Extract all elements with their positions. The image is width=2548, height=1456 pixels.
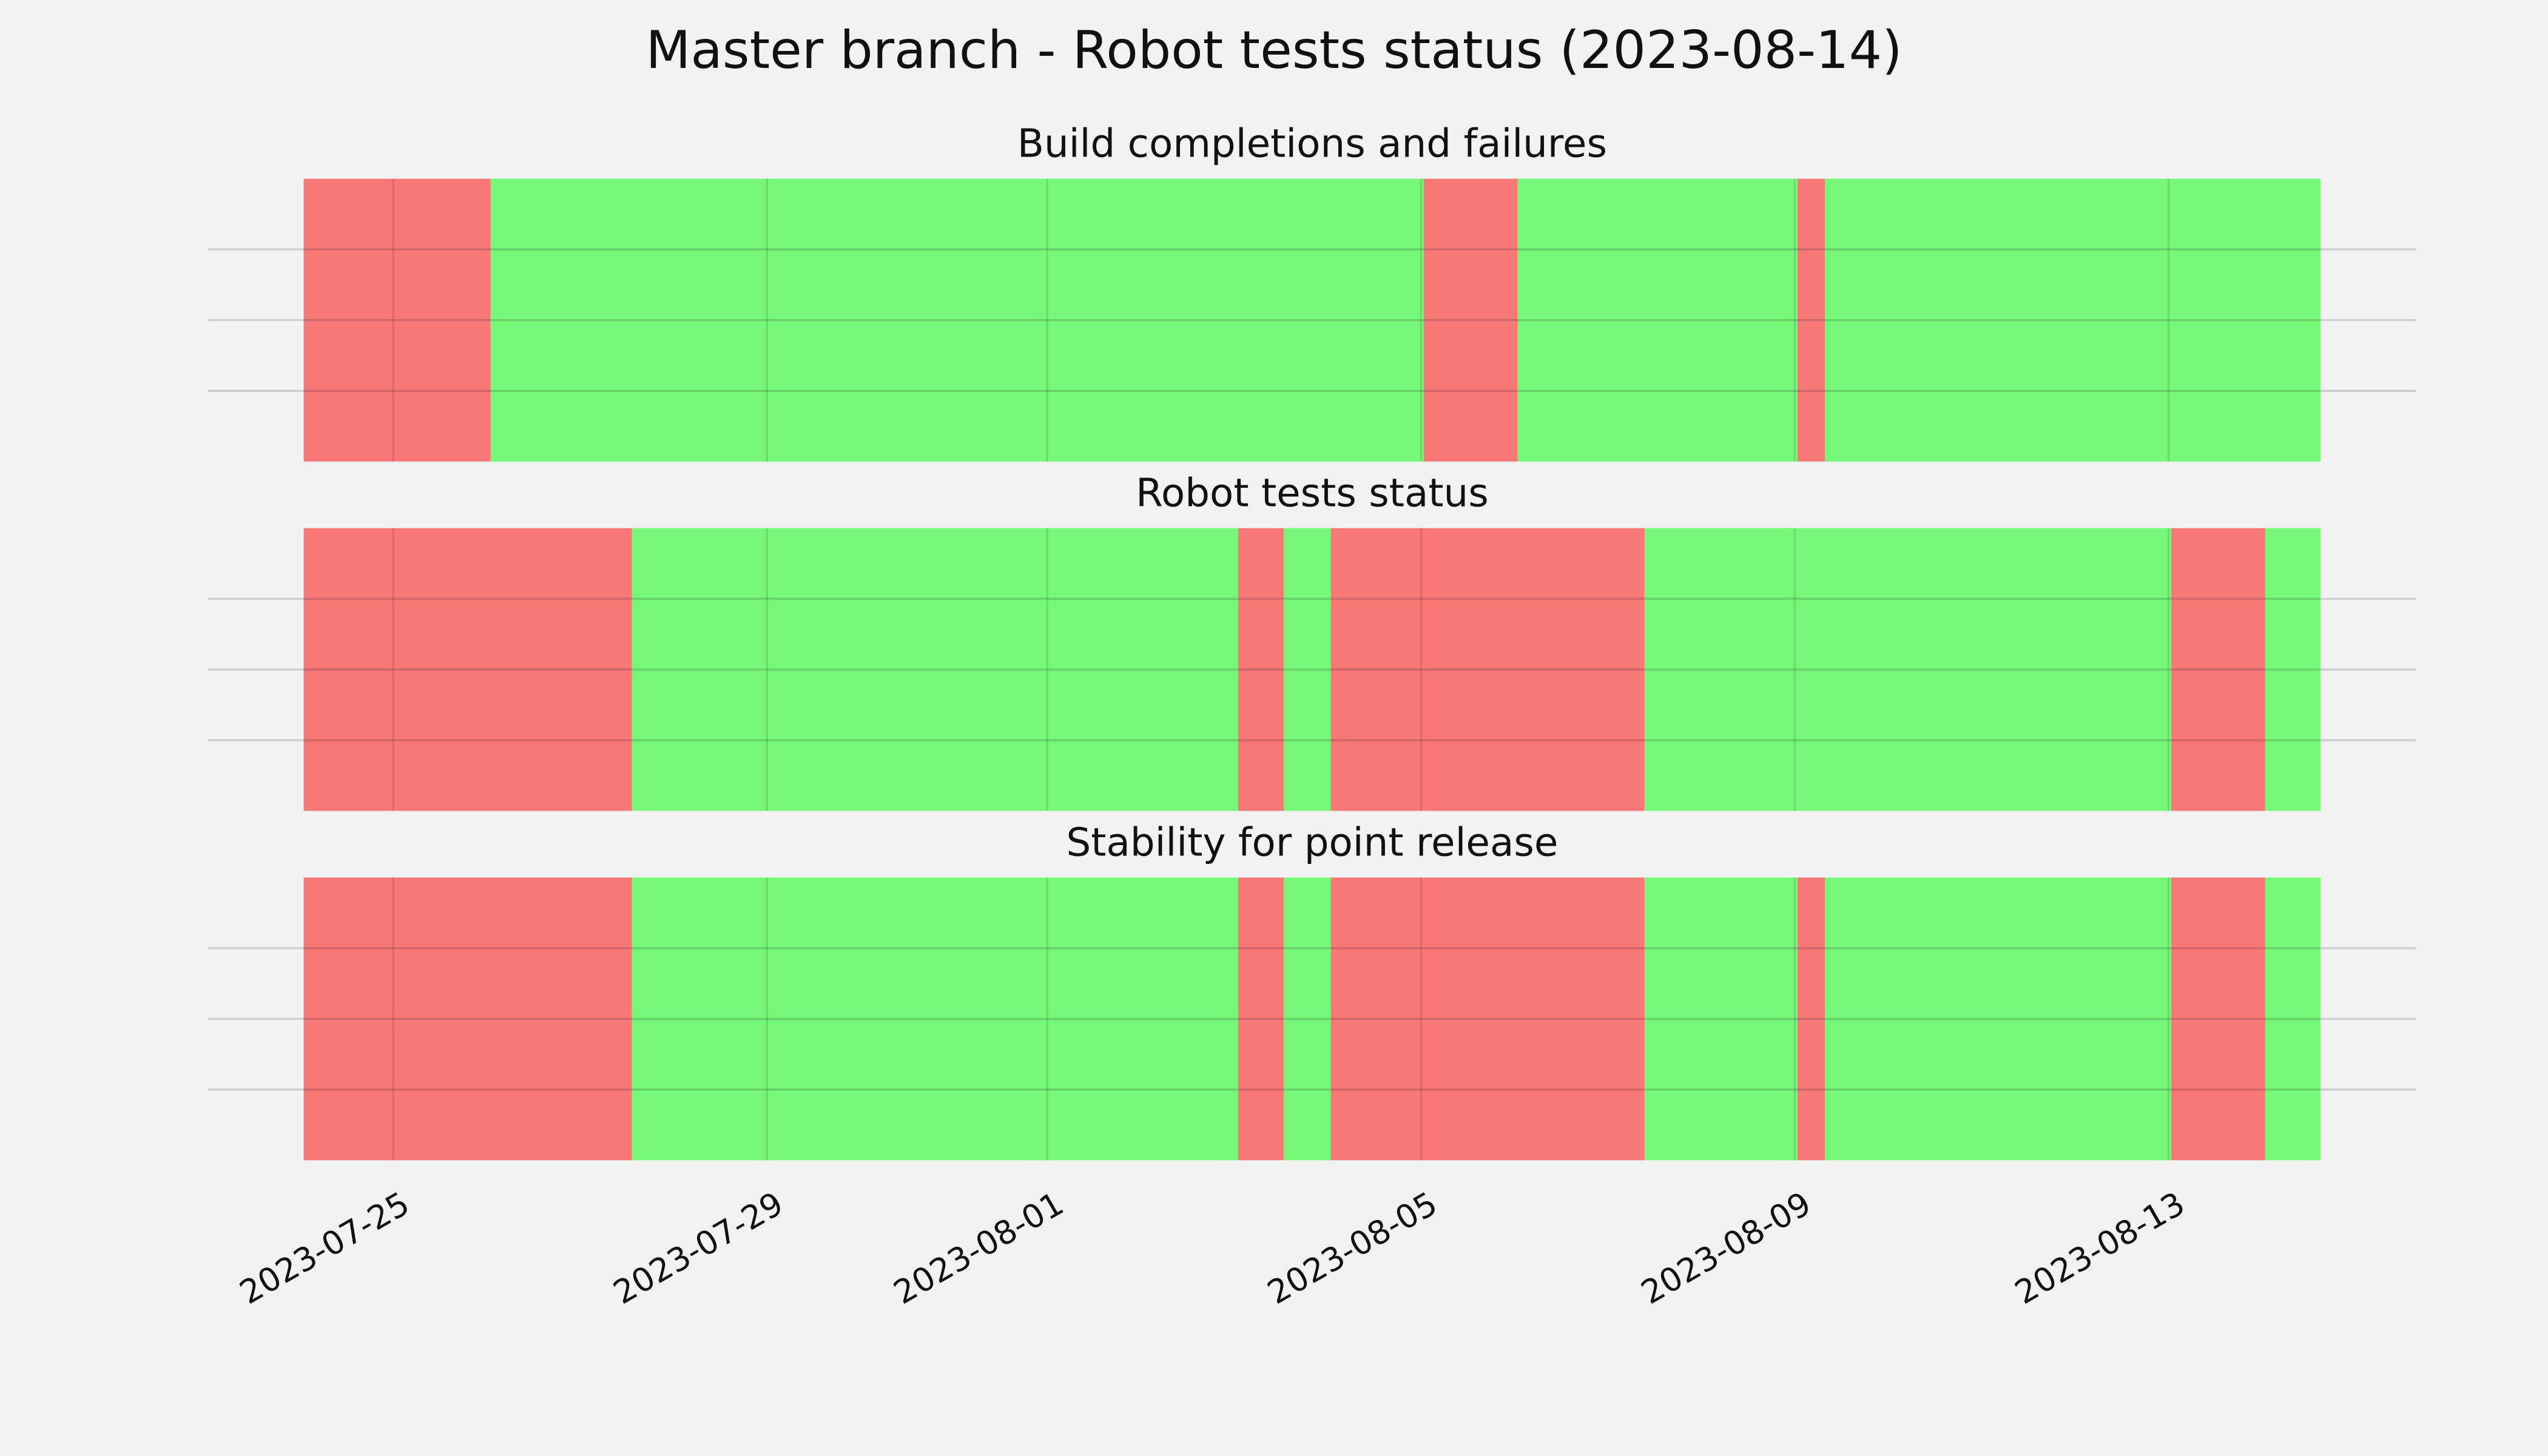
status-segment — [1284, 877, 1331, 1161]
status-segment — [1825, 877, 2171, 1161]
status-segment — [2171, 877, 2265, 1161]
subplot-title: Robot tests status — [1136, 471, 1489, 516]
status-segment — [1238, 877, 1284, 1161]
status-segment — [303, 178, 491, 462]
status-segment — [1330, 877, 1645, 1161]
subplot-title: Build completions and failures — [1017, 121, 1607, 167]
status-segment — [1284, 528, 1331, 811]
status-segment — [1330, 528, 1645, 811]
status-segment — [1423, 178, 1518, 462]
status-segment — [1825, 178, 2320, 462]
status-segment — [490, 178, 1424, 462]
status-segment — [2265, 528, 2320, 811]
status-segment — [632, 528, 1238, 811]
status-segment — [1517, 178, 1798, 462]
status-segment — [2171, 528, 2265, 811]
chart-title: Master branch - Robot tests status (2023… — [645, 20, 1902, 81]
status-segment — [2265, 877, 2320, 1161]
status-segment — [1644, 877, 1798, 1161]
status-segment — [303, 528, 632, 811]
status-segment — [1797, 877, 1825, 1161]
subplot-title: Stability for point release — [1067, 820, 1559, 865]
status-segment — [632, 877, 1238, 1161]
status-segment — [1797, 178, 1825, 462]
status-segment — [1644, 528, 2171, 811]
status-segment — [1238, 528, 1284, 811]
status-segment — [303, 877, 632, 1161]
